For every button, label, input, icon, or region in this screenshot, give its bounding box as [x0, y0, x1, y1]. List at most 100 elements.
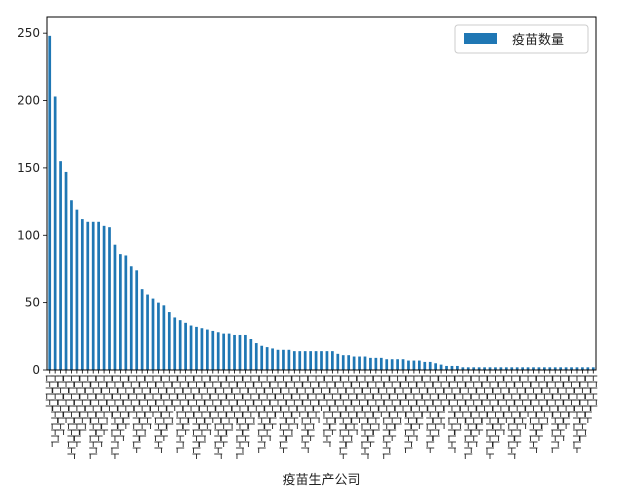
x-ticks-group	[45, 370, 598, 459]
bar	[374, 357, 378, 370]
bar	[515, 367, 519, 370]
bar	[586, 367, 590, 370]
bar	[537, 367, 541, 370]
bar	[379, 357, 383, 370]
x-tick-label-illegible	[518, 375, 527, 429]
x-tick-label-illegible	[344, 375, 353, 447]
bar	[341, 355, 345, 370]
bar	[216, 332, 220, 370]
bar	[64, 171, 68, 370]
bar	[113, 244, 117, 370]
bar	[222, 333, 226, 370]
x-tick-label-illegible	[290, 375, 299, 429]
y-tick-label: 50	[25, 296, 40, 310]
bar	[466, 367, 470, 370]
legend: 疫苗数量	[454, 24, 589, 54]
bar	[494, 367, 497, 370]
y-axis-group: 0 50 100 150 200 250	[17, 26, 47, 377]
bar	[548, 367, 552, 370]
bar	[298, 351, 302, 370]
bar	[309, 351, 312, 370]
bar	[189, 325, 193, 370]
x-tick-label-illegible	[257, 375, 266, 453]
x-tick-label-illegible	[507, 375, 516, 459]
bar	[184, 322, 187, 370]
x-tick-label-illegible	[589, 375, 598, 411]
bar	[352, 356, 356, 370]
bar	[396, 359, 399, 370]
x-tick-label-illegible	[268, 375, 277, 429]
bar	[564, 367, 568, 370]
x-tick-label-illegible	[62, 375, 71, 423]
x-tick-label-illegible	[486, 375, 495, 459]
x-tick-label-illegible	[317, 375, 326, 411]
x-tick-label-illegible	[333, 375, 342, 423]
bar	[91, 221, 95, 370]
bar	[102, 225, 106, 370]
bar	[287, 349, 291, 370]
x-tick-label-illegible	[453, 375, 462, 435]
bar	[227, 333, 231, 370]
legend-label: 疫苗数量	[512, 32, 564, 48]
bar	[532, 367, 535, 370]
bar	[135, 270, 139, 370]
bar	[331, 351, 334, 370]
x-tick-label-illegible	[110, 375, 119, 459]
x-tick-label-illegible	[192, 375, 201, 459]
bar	[401, 359, 405, 370]
x-tick-label-illegible	[301, 375, 310, 453]
x-tick-label-illegible	[578, 375, 587, 441]
bar	[553, 367, 557, 370]
bar	[369, 357, 372, 370]
y-tick-label: 250	[17, 26, 40, 40]
x-tick-label-illegible	[51, 375, 60, 447]
bar	[472, 367, 476, 370]
x-tick-label-illegible	[284, 375, 293, 441]
x-tick-label-illegible	[464, 375, 473, 459]
plot-frame	[46, 16, 597, 371]
x-tick-label-illegible	[350, 375, 359, 435]
bar	[276, 349, 280, 370]
bar	[450, 365, 454, 370]
x-tick-label-illegible	[67, 375, 76, 459]
bar	[358, 356, 361, 370]
bars-group	[48, 35, 595, 371]
x-tick-label-illegible	[143, 375, 152, 429]
bar	[249, 339, 253, 370]
bar	[70, 200, 73, 370]
x-tick-label-illegible	[138, 375, 147, 441]
bar	[292, 351, 296, 370]
x-tick-label-illegible	[496, 375, 505, 435]
bar	[282, 349, 285, 370]
bar	[477, 367, 481, 370]
x-tick-label-illegible	[295, 375, 304, 417]
bar	[303, 351, 307, 370]
x-tick-label-illegible	[502, 375, 511, 423]
bar	[488, 367, 492, 370]
bar	[80, 219, 84, 370]
bar	[260, 345, 264, 370]
bar	[390, 359, 394, 370]
x-tick-label-illegible	[94, 375, 103, 447]
x-tick-label-illegible	[562, 375, 571, 429]
bar	[108, 227, 111, 370]
bar	[363, 356, 367, 370]
bar	[271, 348, 274, 370]
bar	[591, 367, 595, 370]
bar	[412, 360, 416, 370]
x-tick-label-illegible	[431, 375, 440, 441]
bar	[581, 367, 584, 370]
x-tick-label-illegible	[355, 375, 364, 423]
bar	[499, 367, 503, 370]
x-tick-label-illegible	[322, 375, 331, 447]
x-tick-label-illegible	[121, 375, 130, 429]
legend-box	[454, 24, 589, 54]
y-tick-label: 150	[17, 161, 40, 175]
bar	[407, 360, 410, 370]
bar	[119, 254, 122, 370]
y-tick-label: 200	[17, 94, 40, 108]
bar	[244, 334, 247, 370]
bar	[48, 35, 52, 371]
bar	[195, 326, 198, 370]
